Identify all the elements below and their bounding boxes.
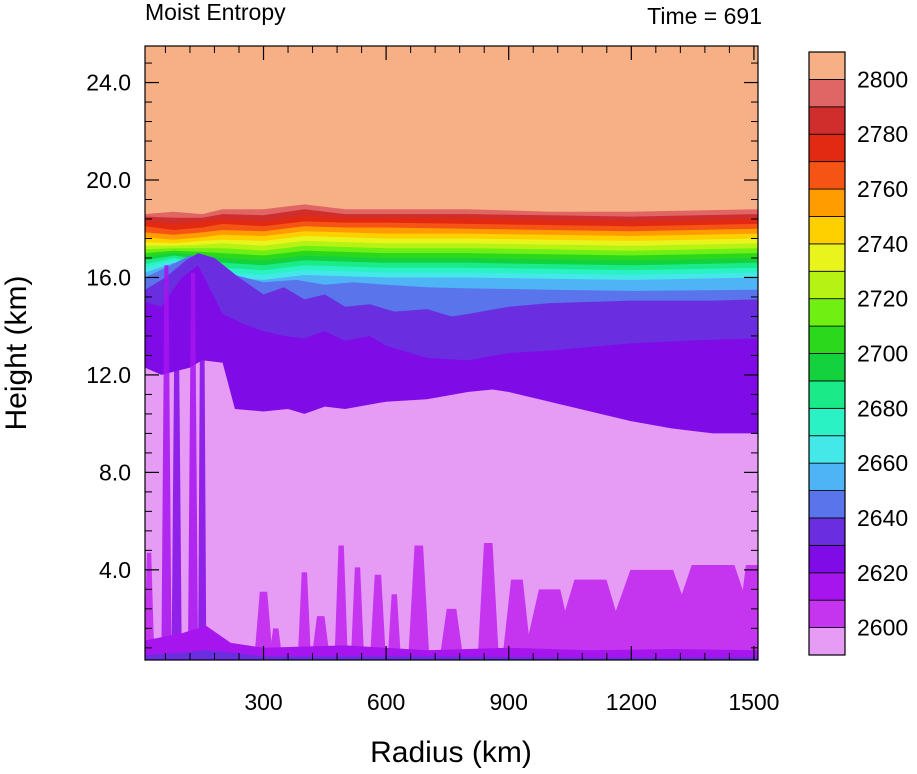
colorbar-swatch [808,243,846,272]
x-tick-labels: 300 600 900 1200 1500 [244,689,779,715]
convective-plume [408,545,430,660]
x-tick-label: 600 [367,689,405,715]
eyewall-column [161,265,172,660]
surface-band [145,650,758,660]
y-tick-labels: 4.0 8.0 12.0 16.0 20.0 24.0 [86,70,131,583]
colorbar-swatch [808,133,846,163]
colorbar-swatch [808,517,846,546]
colorbar-swatch [808,462,846,491]
y-tick-label: 8.0 [99,459,131,485]
convective-plume [502,579,532,660]
contour-field [145,46,758,660]
convective-plume [145,552,155,660]
convective-plume [477,543,499,660]
convective-plume [297,572,312,660]
colorbar-swatch [808,188,846,217]
x-tick-label: 1500 [728,689,779,715]
colorbar-swatch [808,79,846,108]
eyewall-column [198,289,207,660]
convective-plume [659,564,758,660]
colorbar-swatch [808,298,846,327]
colorbar-swatch [808,572,846,601]
x-tick-label: 900 [490,689,528,715]
eyewall-column [187,272,199,660]
colorbar-swatch [808,161,846,190]
colorbar-tick-label: 2660 [857,450,908,476]
colorbar-frame [808,51,846,656]
colorbar-tick-label: 2780 [857,121,908,147]
x-tick-label: 300 [244,689,282,715]
colorbar-swatch [808,325,846,354]
y-tick-label: 4.0 [99,557,131,583]
chart-title-right: Time = 691 [647,3,762,29]
colorbar-swatch [808,51,846,80]
y-tick-label: 24.0 [86,70,131,96]
colorbar-swatch [808,627,846,656]
boundary-layer-band [145,625,758,660]
y-axis-label: Height (km) [0,275,33,430]
y-tick-label: 12.0 [86,362,131,388]
convective-plume [733,564,758,660]
convective-plume [254,591,273,660]
convective-plume [369,574,386,660]
colorbar-swatch [808,216,846,245]
x-axis-label: Radius (km) [370,736,532,769]
colorbar-tick-labels: 2600 2620 2640 2660 2680 2700 2720 2740 2760 2780… [857,66,908,640]
x-tick-label: 1200 [606,689,657,715]
chart-title-left: Moist Entropy [145,0,286,25]
convective-plume [387,594,401,660]
colorbar-swatch [808,380,846,409]
convective-plume [439,608,464,660]
colorbar-swatch [808,435,846,464]
plot-frame [144,45,759,661]
y-tick-label: 20.0 [86,167,131,193]
colorbar-tick-label: 2620 [857,560,908,586]
colorbar-tick-label: 2800 [857,66,908,92]
colorbar-tick-label: 2740 [857,231,908,257]
colorbar-swatch [808,599,846,628]
colorbar-tick-label: 2600 [857,615,908,641]
colorbar-tick-label: 2680 [857,395,908,421]
axis-ticks [145,46,758,660]
colorbar-swatch [808,544,846,574]
convective-plume [334,545,348,660]
colorbar-tick-label: 2640 [857,505,908,531]
colorbar-tick-label: 2760 [857,176,908,202]
colorbar-swatch [808,270,846,300]
eyewall-column [171,301,182,660]
colorbar-swatch [808,106,846,135]
colorbar-swatch [808,353,846,382]
colorbar-tick-label: 2720 [857,286,908,312]
convective-plume [350,567,365,660]
colorbar-swatch [808,490,846,519]
y-tick-label: 16.0 [86,264,131,290]
colorbar [808,51,846,656]
colorbar-swatch [808,407,846,437]
colorbar-tick-label: 2700 [857,341,908,367]
